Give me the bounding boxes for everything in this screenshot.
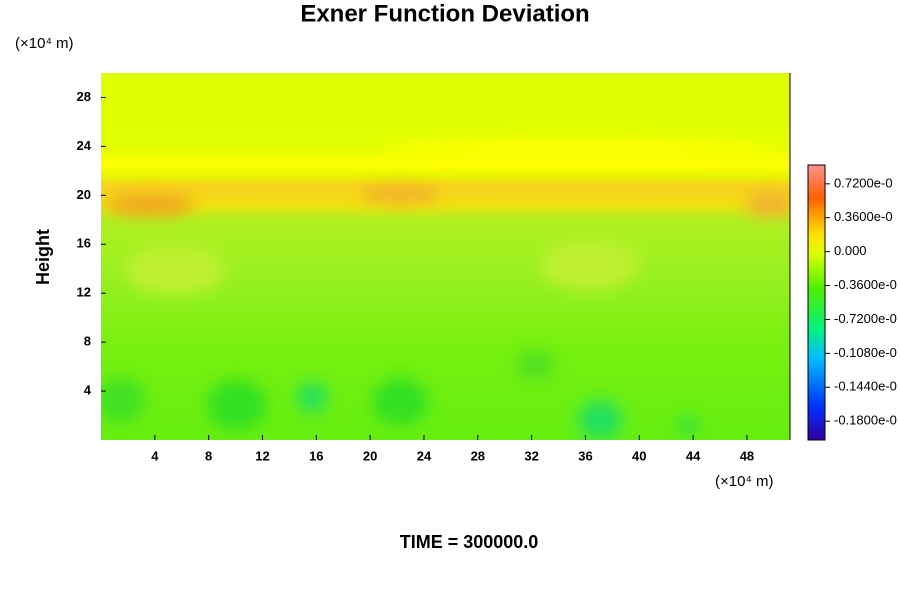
x-tick-label: 8 — [205, 448, 212, 463]
x-tick-label: 40 — [632, 448, 646, 463]
y-unit: (×10⁴ m) — [15, 35, 74, 52]
y-tick-label: 20 — [77, 187, 91, 202]
x-tick-label: 20 — [363, 448, 377, 463]
x-tick-label: 4 — [151, 448, 159, 463]
x-tick-label: 24 — [417, 448, 432, 463]
y-axis-label: Height — [33, 229, 53, 285]
x-tick-label: 16 — [309, 448, 323, 463]
x-tick-label: 28 — [471, 448, 485, 463]
y-tick-label: 28 — [77, 89, 91, 104]
colorbar-tick-label: 0.7200e-0 — [834, 175, 893, 190]
y-tick-label: 16 — [77, 236, 91, 251]
x-tick-label: 48 — [740, 448, 754, 463]
y-tick-label: 12 — [77, 285, 91, 300]
chart-title: Exner Function Deviation — [300, 0, 589, 27]
x-tick-label: 32 — [524, 448, 538, 463]
colorbar — [807, 164, 826, 441]
x-tick-label: 12 — [255, 448, 269, 463]
colorbar-tick-label: -0.3600e-0 — [834, 277, 897, 292]
footer: TIME = 300000.0 — [400, 532, 539, 552]
colorbar-tick-label: -0.1800e-0 — [834, 413, 897, 428]
colorbar-tick-label: -0.1080e-0 — [834, 345, 897, 360]
y-tick-label: 24 — [77, 138, 92, 153]
contour-field — [101, 73, 790, 440]
y-tick-label: 4 — [84, 383, 92, 398]
colorbar-tick-label: -0.1440e-0 — [834, 379, 897, 394]
y-tick-label: 8 — [84, 334, 91, 349]
colorbar-tick-label: -0.7200e-0 — [834, 311, 897, 326]
x-unit: (×10⁴ m) — [715, 473, 774, 490]
colorbar-tick-label: 0.000 — [834, 243, 867, 258]
colorbar-tick-label: 0.3600e-0 — [834, 209, 893, 224]
x-tick-label: 44 — [686, 448, 701, 463]
x-tick-label: 36 — [578, 448, 592, 463]
